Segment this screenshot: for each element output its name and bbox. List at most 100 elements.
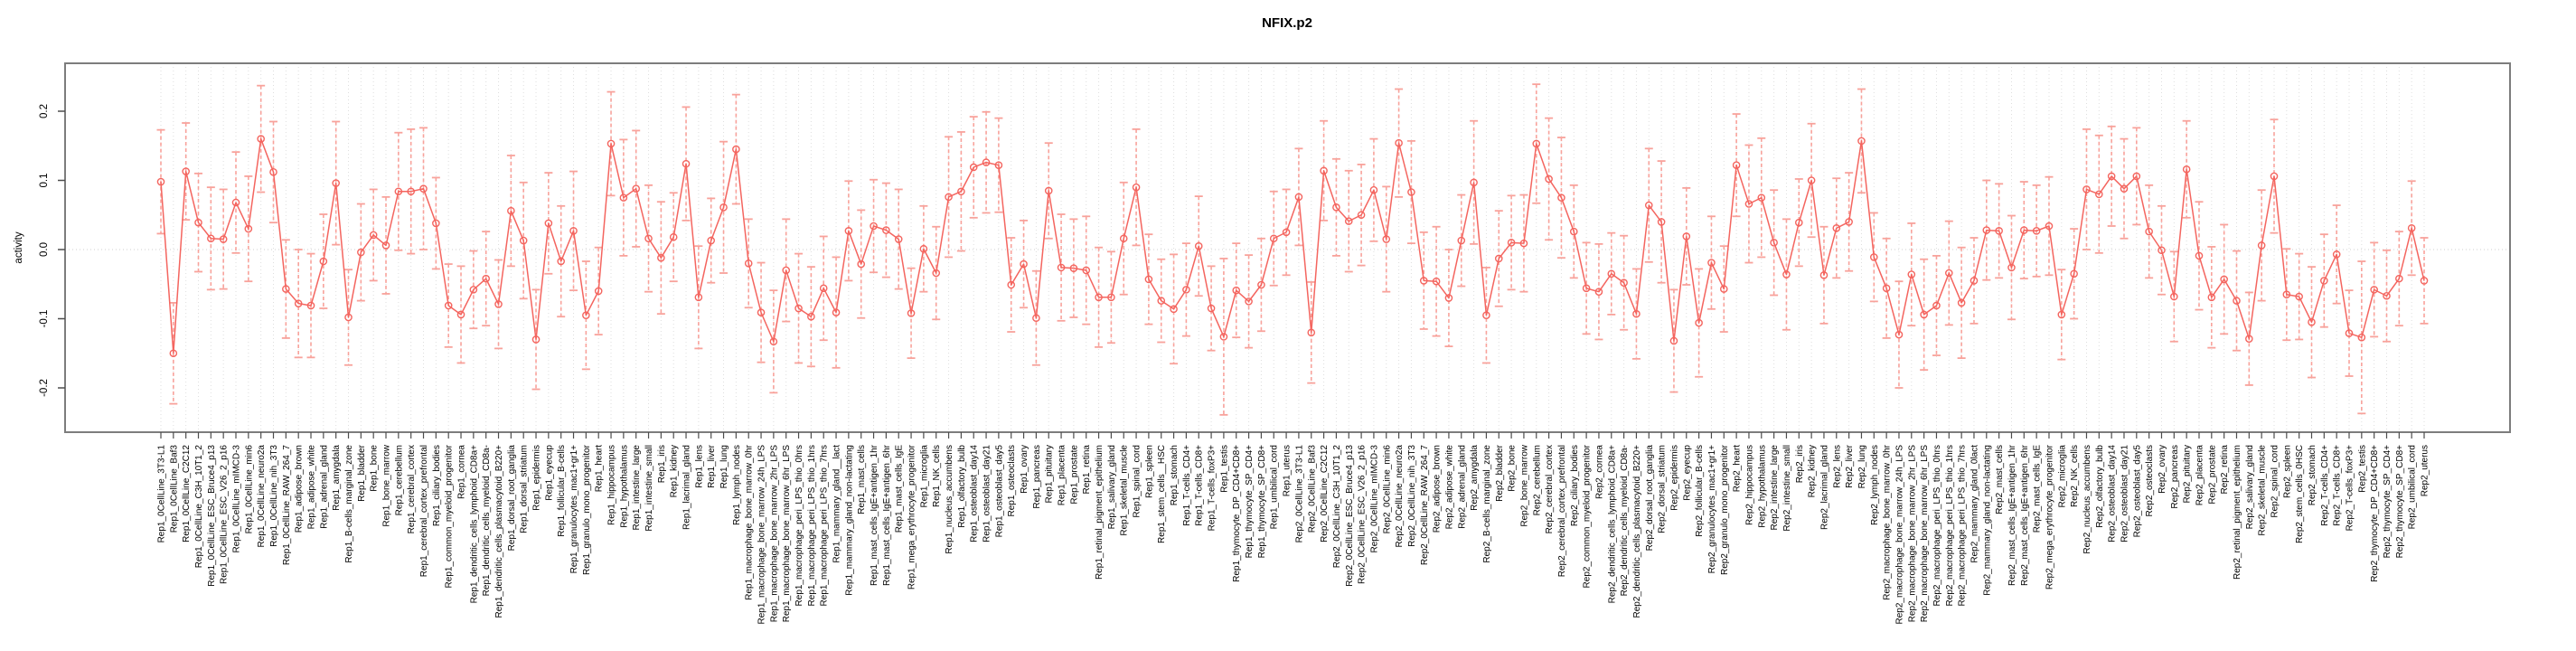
x-tick-label: Rep1_0CellLine_ESC_V26_2_p16	[220, 445, 230, 584]
data-point-marker	[1594, 288, 1603, 296]
data-point-marker	[1995, 227, 2003, 235]
x-tick-label: Rep2_umbilical_cord	[2408, 445, 2418, 529]
y-axis-title: activity	[14, 231, 24, 263]
data-point-marker	[2032, 227, 2041, 235]
data-point-marker	[1132, 183, 1141, 192]
series-layer	[156, 135, 2429, 358]
data-point-marker	[456, 310, 465, 319]
data-point-marker	[919, 244, 928, 253]
x-tick-label: Rep2_prostate	[2207, 445, 2217, 505]
x-tick-label: Rep1_thymocyte_SP_CD8+	[1257, 445, 1267, 559]
data-point-marker	[519, 236, 528, 245]
x-tick-label: Rep1_bone_marrow	[382, 444, 392, 526]
x-tick-label: Rep1_lacrimal_gland	[682, 445, 692, 530]
x-tick-label: Rep2_lymph_nodes	[1870, 445, 1880, 525]
data-point-marker	[582, 311, 590, 319]
x-tick-label: Rep1_0CellLine_Baf3	[169, 445, 179, 533]
x-tick-label: Rep1_heart	[595, 445, 605, 492]
x-tick-label: Rep1_T-cells_foxP3+	[1208, 445, 1217, 531]
x-tick-label: Rep1_adipose_brown	[295, 445, 305, 533]
data-point-marker	[957, 187, 965, 196]
data-point-marker	[1982, 226, 1991, 234]
x-tick-label: Rep2_retina	[2220, 445, 2230, 495]
data-point-marker	[2345, 329, 2354, 337]
x-tick-label: Rep2_heart	[1733, 445, 1743, 492]
y-tick-label: -0.1	[39, 310, 50, 328]
x-tick-label: Rep2_thymocyte_DP_CD4+CD8+	[2370, 445, 2380, 582]
data-point-marker	[2308, 318, 2316, 326]
data-point-marker	[2357, 333, 2366, 342]
data-point-marker	[1044, 186, 1053, 195]
x-tick-label: Rep1_B-cells_marginal_zone	[344, 445, 354, 563]
x-tick-label: Rep2_stomach	[2308, 445, 2317, 505]
data-point-marker	[1170, 305, 1178, 314]
x-tick-label: Rep2_amygdala	[1470, 445, 1480, 511]
data-point-marker	[2107, 172, 2116, 181]
data-point-marker	[282, 285, 290, 293]
x-tick-label: Rep2_mast_cells	[1995, 445, 2005, 514]
data-point-marker	[1382, 235, 1391, 243]
data-point-marker	[1144, 275, 1153, 284]
x-tick-label: Rep1_macrophage_bone_marrow_24h_LPS	[757, 445, 767, 625]
data-point-marker	[1320, 166, 1328, 175]
x-tick-label: Rep2_adrenal_gland	[1457, 445, 1467, 529]
x-tick-label: Rep2_olfactory_bulb	[2095, 445, 2105, 528]
x-tick-label: Rep1_0CellLine_neuro2a	[257, 445, 267, 548]
x-tick-label: Rep1_stem_cells__HSC	[1157, 445, 1167, 543]
data-point-marker	[544, 219, 553, 228]
x-tick-label: Rep1_dendritic_cells_myeloid_CD8a-	[482, 445, 492, 596]
x-tick-label: Rep1_placenta	[1058, 445, 1067, 506]
x-tick-label: Rep2_stem_cells_0HSC	[2295, 445, 2305, 543]
data-point-marker	[1507, 239, 1516, 247]
data-point-marker	[2245, 335, 2253, 343]
x-tick-label: Rep1_ciliary_bodies	[432, 445, 442, 526]
data-point-marker	[732, 145, 740, 154]
data-point-marker	[1819, 271, 1829, 279]
data-point-marker	[1632, 309, 1641, 318]
x-tick-label: Rep2_0CellLine_nih_3T3	[1407, 445, 1417, 547]
data-point-marker	[194, 218, 202, 227]
data-point-marker	[1569, 227, 1578, 236]
x-tick-label: Rep2_cerebellum	[1532, 445, 1542, 515]
x-tick-label: Rep1_macrophage_peri_LPS_thio_7hrs	[820, 445, 830, 606]
data-point-marker	[207, 234, 215, 243]
data-point-marker	[1782, 270, 1791, 278]
data-point-marker	[1607, 269, 1616, 278]
x-tick-label: Rep2_spleen	[2282, 445, 2292, 498]
x-tick-label: Rep1_macrophage_peri_LPS_thio_1hrs	[807, 445, 817, 606]
x-tick-label: Rep2_pancreas	[2170, 445, 2180, 509]
data-point-marker	[794, 304, 803, 313]
x-tick-label: Rep1_0CellLine_C2C12	[182, 445, 192, 542]
x-tick-label: Rep1_mast_cells_IgE	[895, 445, 905, 533]
data-point-marker	[1032, 314, 1040, 323]
x-tick-label: Rep1_osteoblast_day21	[982, 445, 992, 542]
x-tick-label: Rep2_0CellLine_RAW_264_7	[1420, 445, 1430, 565]
x-tick-label: Rep1_bone	[370, 445, 380, 492]
error-bar-layer	[156, 83, 2429, 416]
x-tick-label: Rep2_kidney	[1808, 445, 1818, 497]
x-tick-label: Rep2_macrophage_bone_marrow_6hr_LPS	[1920, 445, 1930, 623]
x-tick-label: Rep1_umbilical_cord	[1270, 445, 1280, 529]
x-tick-label: Rep2_B-cells_marginal_zone	[1482, 445, 1492, 563]
x-tick-label: Rep1_iris	[657, 445, 667, 483]
data-point-marker	[2045, 222, 2054, 231]
x-tick-label: Rep1_osteoclasts	[1007, 445, 1017, 517]
x-tick-label: Rep2_mast_cells_IgE+antigen_1hr	[2007, 444, 2017, 586]
data-point-marker	[1269, 234, 1278, 243]
x-tick-label: Rep1_retinal_pigment_epithelium	[1095, 445, 1105, 580]
x-tick-label: Rep2_osteoclasts	[2145, 445, 2155, 517]
data-point-marker	[1444, 294, 1453, 302]
x-tick-label: Rep2_dendritic_cells_plasmacytoid_B220+	[1632, 445, 1642, 618]
data-point-marker	[1082, 266, 1091, 275]
x-tick-label: Rep1_osteoblast_day5	[994, 445, 1004, 538]
x-tick-label: Rep1_mast_cells	[857, 445, 867, 514]
data-point-marker	[657, 253, 665, 262]
x-tick-label: Rep1_lens	[694, 445, 704, 488]
data-point-marker	[269, 168, 277, 176]
data-point-marker	[1695, 318, 1703, 327]
data-point-marker	[1719, 285, 1728, 293]
data-point-marker	[1944, 269, 1953, 278]
x-tick-label: Rep1_macrophage_bone_marrow_0hr	[745, 444, 755, 599]
x-tick-label: Rep1_olfactory_bulb	[957, 445, 967, 528]
